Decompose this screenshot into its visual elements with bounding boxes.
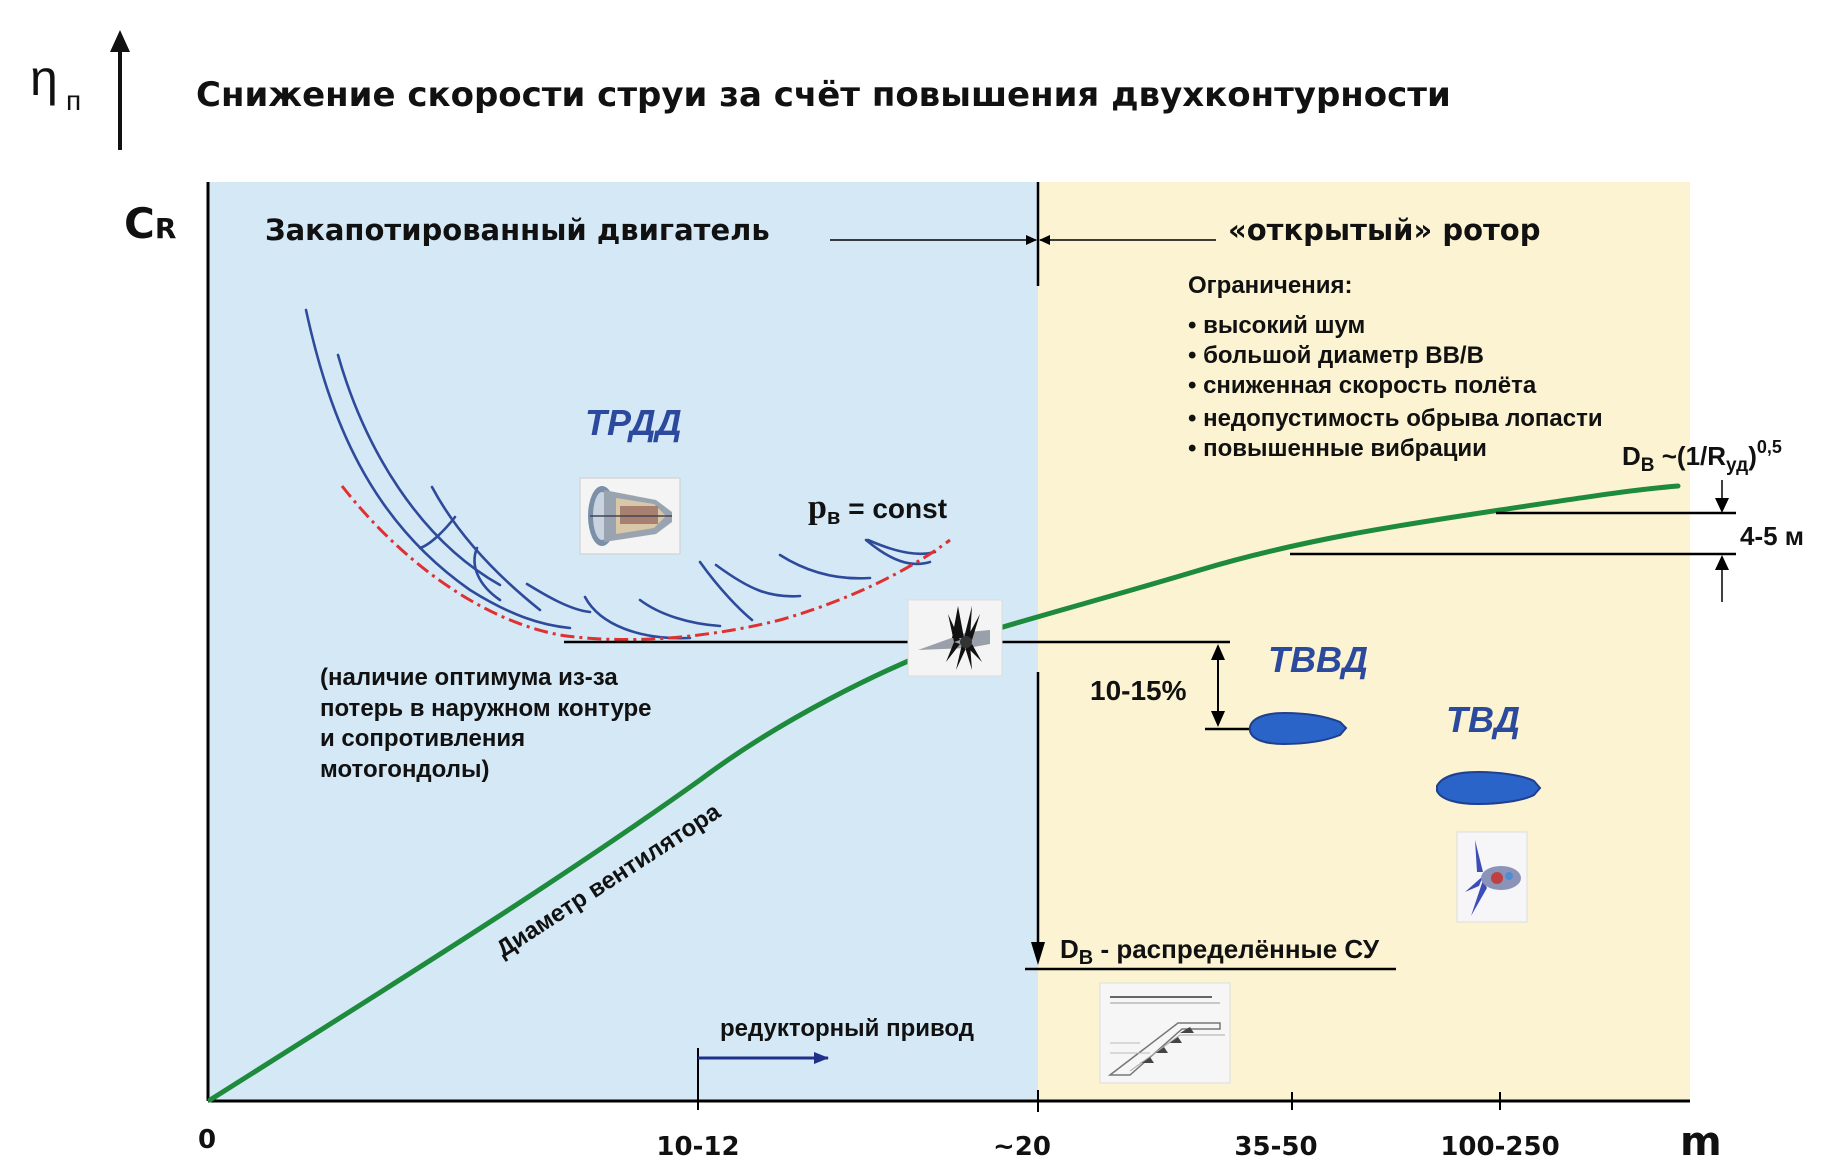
- optimum-note-line: и сопротивления: [320, 725, 525, 752]
- x-tick-label-100-250: 100-250: [1440, 1132, 1559, 1162]
- optimum-note: (наличие оптимума из-за потерь в наружно…: [320, 664, 652, 783]
- x-tick-label-0: 0: [198, 1125, 216, 1155]
- page-title: Снижение скорости струи за счёт повышени…: [196, 75, 1451, 115]
- optimum-note-line: (наличие оптимума из-за: [320, 664, 618, 691]
- header: η п Снижение скорости струи за счёт повы…: [30, 30, 1451, 150]
- x-tick-label-20: ~20: [993, 1132, 1051, 1162]
- eta-symbol: η: [30, 50, 58, 106]
- tvvd-label: ТВВД: [1268, 639, 1368, 680]
- bypass-curve: [778, 553, 872, 580]
- bypass-curve: [418, 515, 457, 550]
- eta-arrowhead: [110, 30, 130, 52]
- x-tick-label-10-12: 10-12: [656, 1132, 739, 1162]
- limitations-list: Ограничения: • высокий шум • большой диа…: [1188, 272, 1603, 462]
- limitations-heading: Ограничения:: [1188, 272, 1352, 299]
- percent-arrow-down: [1211, 711, 1225, 727]
- bypass-curve: [864, 538, 932, 566]
- distributed-arrowhead: [1031, 942, 1045, 965]
- diameter-arrow-up: [1715, 555, 1729, 570]
- optimum-note-line: мотогондолы): [320, 756, 489, 783]
- propfan-icon: [907, 599, 1003, 677]
- tvvd-nacelle-shape: [1249, 711, 1348, 746]
- bypass-curve: [336, 353, 502, 587]
- turboprop-icon: [1456, 831, 1528, 923]
- bypass-curve: [473, 546, 502, 602]
- limitation-item: • повышенные вибрации: [1188, 435, 1487, 462]
- trdd-label: ТРДД: [585, 402, 682, 443]
- diameter-arrow-down: [1715, 498, 1729, 513]
- limitation-item: • сниженная скорость полёта: [1188, 372, 1537, 399]
- size-range-label: 4-5 м: [1740, 521, 1804, 551]
- bypass-curve: [304, 308, 572, 630]
- covered-engine-title: Закапотированный двигатель: [265, 213, 770, 247]
- turbofan-engine-icon: [579, 477, 681, 555]
- tvd-nacelle-shape: [1436, 770, 1542, 806]
- bypass-curve: [714, 563, 802, 598]
- gear-drive-label: редукторный привод: [720, 1015, 974, 1042]
- x-tick-label-35-50: 35-50: [1234, 1132, 1317, 1162]
- diameter-formula: DВ ~(1/Rуд)0,5: [1622, 437, 1782, 476]
- optimum-note-line: потерь в наружном контуре: [320, 695, 652, 722]
- eta-subscript: п: [66, 85, 81, 116]
- tvd-label: ТВД: [1446, 699, 1520, 740]
- bypass-curve: [525, 582, 592, 614]
- limitation-item: • недопустимость обрыва лопасти: [1188, 405, 1603, 432]
- limitation-item: • высокий шум: [1188, 312, 1365, 339]
- y-axis-label: CR: [124, 199, 176, 248]
- percent-range-label: 10-15%: [1090, 675, 1187, 706]
- distributed-propulsion-icon: [1099, 982, 1231, 1084]
- bypass-curve: [698, 560, 754, 622]
- limitation-item: • большой диаметр ВВ/В: [1188, 342, 1484, 369]
- bypass-curve: [638, 598, 722, 628]
- pressure-const-label: pв = const: [808, 489, 947, 529]
- distributed-label: DВ - распределённые СУ: [1060, 934, 1380, 969]
- x-axis-label: m: [1680, 1119, 1722, 1165]
- open-rotor-title: «открытый» ротор: [1228, 213, 1541, 247]
- percent-arrow-up: [1211, 644, 1225, 660]
